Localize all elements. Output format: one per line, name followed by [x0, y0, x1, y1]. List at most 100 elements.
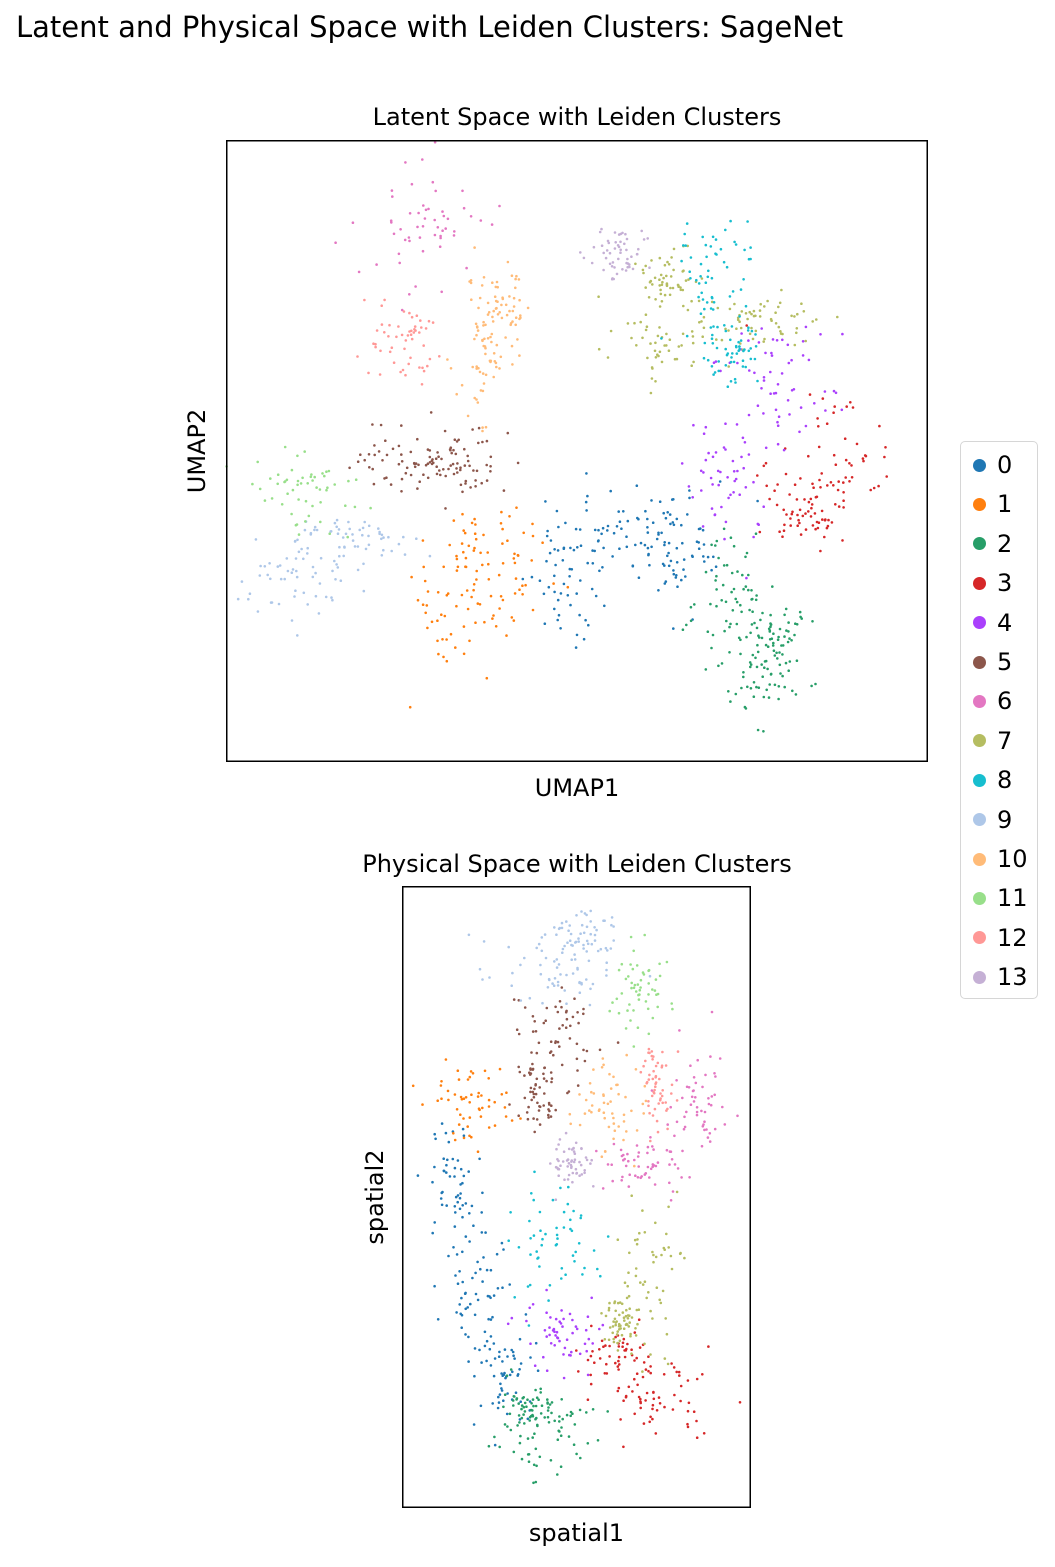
cluster-6-point	[685, 1110, 688, 1114]
cluster-9-point	[585, 913, 588, 917]
cluster-12-point	[409, 356, 412, 360]
cluster-7-point	[604, 1314, 608, 1318]
cluster-7-point	[690, 299, 693, 303]
cluster-2-point	[767, 696, 771, 699]
cluster-7-point	[774, 311, 777, 314]
cluster-8-point	[749, 357, 753, 361]
cluster-11-point	[642, 973, 646, 976]
cluster-11-point	[344, 504, 347, 508]
cluster-10-point	[613, 1129, 617, 1132]
cluster-5-point	[464, 482, 467, 485]
cluster-10-point	[590, 1110, 593, 1114]
cluster-2-point	[770, 637, 774, 640]
cluster-0-point	[467, 1360, 470, 1363]
cluster-4-point	[762, 376, 766, 379]
cluster-2-point	[784, 607, 788, 611]
cluster-2-point	[522, 1396, 525, 1399]
cluster-5-point	[371, 423, 374, 426]
cluster-8-point	[738, 315, 741, 318]
cluster-11-point	[307, 514, 311, 518]
cluster-0-point	[561, 559, 565, 562]
cluster-12-point	[431, 321, 435, 324]
cluster-2-point	[728, 625, 731, 629]
cluster-8-point	[719, 247, 723, 251]
cluster-4-point	[545, 1311, 548, 1314]
cluster-10-point	[602, 1093, 605, 1096]
cluster-9-point	[336, 566, 340, 569]
cluster-3-point	[675, 1370, 678, 1374]
cluster-7-point	[658, 326, 661, 329]
cluster-9-point	[367, 524, 371, 528]
cluster-3-point	[625, 1347, 628, 1351]
cluster-3-point	[586, 1358, 590, 1362]
cluster-5-point	[463, 464, 467, 467]
cluster-0-point	[664, 580, 668, 583]
cluster-5-point	[356, 460, 360, 464]
cluster-9-point	[336, 532, 340, 535]
cluster-0-point	[433, 1165, 436, 1169]
cluster-1-point	[531, 608, 535, 612]
cluster-0-point	[538, 579, 542, 582]
cluster-2-point	[737, 636, 741, 640]
cluster-9-point	[348, 527, 351, 531]
legend-marker	[973, 970, 986, 984]
cluster-5-point	[558, 1045, 561, 1048]
cluster-3-point	[819, 549, 822, 553]
cluster-6-point	[441, 210, 444, 213]
cluster-3-point	[816, 417, 819, 420]
cluster-10-point	[482, 324, 485, 327]
cluster-8-point	[749, 347, 752, 350]
cluster-9-point	[294, 557, 298, 560]
cluster-12-point	[375, 329, 379, 332]
legend-entry: 1	[973, 489, 1012, 519]
cluster-6-point	[670, 1158, 674, 1161]
cluster-12-point	[661, 1101, 664, 1105]
cluster-8-point	[596, 1267, 599, 1271]
cluster-9-point	[539, 963, 542, 967]
cluster-2-point	[710, 543, 713, 547]
cluster-0-point	[492, 1374, 496, 1378]
cluster-4-point	[548, 1326, 551, 1329]
cluster-2-point	[523, 1401, 527, 1405]
cluster-0-point	[499, 1382, 502, 1386]
cluster-2-point	[572, 1443, 576, 1446]
cluster-3-point	[797, 518, 800, 522]
cluster-9-point	[283, 577, 286, 581]
cluster-7-point	[625, 1323, 629, 1326]
cluster-2-point	[731, 609, 735, 612]
cluster-12-point	[395, 335, 398, 339]
cluster-0-point	[456, 1282, 460, 1285]
cluster-13-point	[590, 1158, 593, 1162]
cluster-7-point	[647, 1291, 650, 1294]
cluster-0-point	[585, 472, 588, 475]
cluster-7-point	[643, 1231, 647, 1234]
cluster-2-point	[732, 587, 736, 591]
cluster-5-point	[373, 453, 376, 457]
cluster-4-point	[764, 446, 768, 450]
cluster-0-point	[476, 1298, 480, 1302]
cluster-1-point	[476, 1095, 480, 1098]
cluster-6-point	[721, 1105, 724, 1109]
cluster-3-point	[645, 1391, 649, 1395]
cluster-6-point	[624, 1164, 628, 1168]
cluster-3-point	[825, 422, 829, 426]
cluster-8-point	[724, 228, 727, 232]
cluster-8-point	[710, 365, 714, 368]
cluster-2-point	[528, 1419, 531, 1422]
cluster-12-point	[647, 1051, 650, 1054]
cluster-0-point	[473, 1374, 476, 1378]
cluster-4-point	[558, 1339, 561, 1343]
cluster-0-point	[468, 1212, 471, 1215]
cluster-0-point	[474, 1271, 477, 1275]
cluster-2-point	[750, 598, 753, 601]
cluster-6-point	[397, 252, 401, 256]
cluster-10-point	[484, 373, 488, 377]
cluster-2-point	[752, 681, 756, 684]
cluster-10-point	[634, 1068, 638, 1071]
cluster-5-point	[463, 447, 466, 451]
cluster-5-point	[516, 461, 520, 465]
cluster-4-point	[711, 483, 714, 486]
cluster-4-point	[568, 1312, 572, 1316]
cluster-7-point	[758, 309, 762, 312]
cluster-11-point	[620, 962, 624, 966]
